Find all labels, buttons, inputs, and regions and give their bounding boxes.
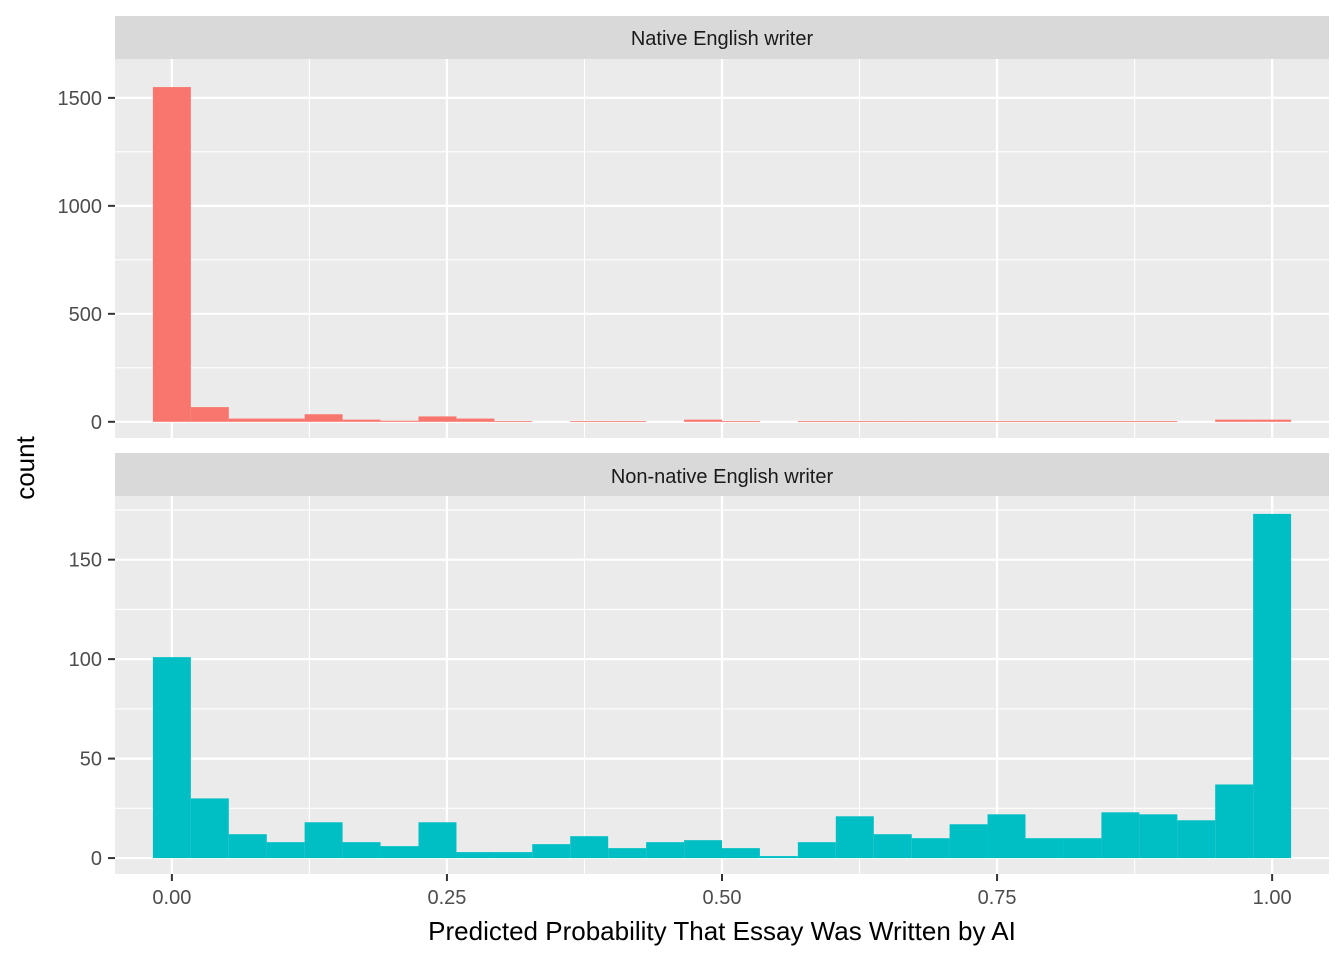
x-axis-title: Predicted Probability That Essay Was Wri… bbox=[428, 916, 1016, 946]
histogram-bar bbox=[342, 419, 381, 422]
histogram-bar bbox=[190, 798, 229, 859]
histogram-bar bbox=[684, 840, 723, 859]
strip-background bbox=[115, 453, 1329, 496]
histogram-bar bbox=[987, 421, 1026, 422]
histogram-bar bbox=[949, 824, 988, 859]
panel-native-english-writer: Native English writer 0 500 1000 1500 bbox=[58, 16, 1329, 438]
histogram-bar bbox=[570, 421, 609, 422]
x-tick-label: 0.25 bbox=[427, 887, 466, 909]
histogram-bar bbox=[646, 842, 685, 859]
histogram-bar bbox=[721, 421, 760, 422]
histogram-bar bbox=[949, 421, 988, 422]
histogram-bar bbox=[911, 421, 950, 422]
histogram-bar bbox=[152, 657, 191, 859]
histogram-bar bbox=[304, 822, 343, 859]
histogram-bar bbox=[835, 816, 874, 859]
histogram-bar bbox=[266, 418, 305, 422]
y-axis: 0 500 1000 1500 bbox=[58, 88, 115, 434]
y-tick-label: 0 bbox=[91, 412, 102, 434]
histogram-bar bbox=[1063, 838, 1102, 859]
histogram-bar bbox=[684, 419, 723, 422]
y-axis: 0 50 100 150 bbox=[69, 550, 115, 870]
histogram-bar bbox=[494, 852, 533, 859]
histogram-bar bbox=[1253, 419, 1292, 422]
grid-lines bbox=[115, 496, 1329, 874]
histogram-bar bbox=[797, 421, 836, 422]
strip-label-non-native: Non-native English writer bbox=[611, 466, 834, 488]
histogram-bar bbox=[456, 852, 495, 859]
histogram-bar bbox=[797, 842, 836, 859]
strip-label-native: Native English writer bbox=[631, 28, 814, 50]
histogram-bar bbox=[1139, 421, 1178, 422]
histogram-bar bbox=[1063, 421, 1102, 422]
y-tick-label: 0 bbox=[91, 848, 102, 870]
histogram-bar bbox=[418, 416, 457, 422]
histogram-bar bbox=[1025, 838, 1064, 859]
y-tick-label: 1500 bbox=[58, 88, 103, 110]
strip-background bbox=[115, 16, 1329, 59]
histogram-bar bbox=[380, 846, 419, 859]
histogram-bar bbox=[873, 421, 912, 422]
histogram-bar bbox=[721, 848, 760, 859]
histogram-bar bbox=[380, 420, 419, 422]
panel-non-native-english-writer: Non-native English writer 0 50 100 150 bbox=[69, 453, 1329, 874]
histogram-bar bbox=[1101, 812, 1140, 859]
histogram-bar bbox=[1177, 820, 1216, 859]
histogram-bar bbox=[494, 421, 533, 422]
histogram-bar bbox=[835, 421, 874, 422]
histogram-bar bbox=[342, 842, 381, 859]
histogram-bar bbox=[1101, 421, 1140, 422]
histogram-bar bbox=[152, 87, 191, 422]
y-axis-title: count bbox=[10, 435, 40, 499]
y-tick-label: 150 bbox=[69, 550, 102, 572]
histogram-bar bbox=[1215, 784, 1254, 859]
histogram-bar bbox=[1139, 814, 1178, 859]
histogram-bar bbox=[304, 414, 343, 422]
y-tick-label: 100 bbox=[69, 649, 102, 671]
histogram-bar bbox=[190, 407, 229, 422]
x-tick-label: 0.50 bbox=[703, 887, 742, 909]
histogram-bar bbox=[608, 848, 647, 859]
histogram-bar bbox=[1253, 513, 1292, 859]
histogram-bar bbox=[570, 836, 609, 859]
x-tick-label: 0.00 bbox=[152, 887, 191, 909]
histogram-bar bbox=[608, 421, 647, 422]
y-tick-label: 500 bbox=[69, 304, 102, 326]
histogram-bar bbox=[532, 844, 571, 859]
x-axis: 0.00 0.25 0.50 0.75 1.00 bbox=[152, 874, 1292, 909]
x-tick-label: 1.00 bbox=[1253, 887, 1292, 909]
histogram-bar bbox=[266, 842, 305, 859]
bars bbox=[152, 87, 1292, 422]
histogram-bar bbox=[418, 822, 457, 859]
histogram-bar bbox=[911, 838, 950, 859]
histogram-bar bbox=[228, 418, 267, 422]
histogram-bar bbox=[456, 418, 495, 422]
histogram-bar bbox=[987, 814, 1026, 859]
histogram-bar bbox=[1215, 419, 1254, 422]
y-tick-label: 50 bbox=[80, 749, 102, 771]
y-tick-label: 1000 bbox=[58, 196, 103, 218]
bars bbox=[152, 513, 1292, 859]
x-tick-label: 0.75 bbox=[978, 887, 1017, 909]
histogram-bar bbox=[759, 856, 798, 859]
histogram-bar bbox=[873, 834, 912, 859]
histogram-bar bbox=[228, 834, 267, 859]
histogram-bar bbox=[1025, 421, 1064, 422]
